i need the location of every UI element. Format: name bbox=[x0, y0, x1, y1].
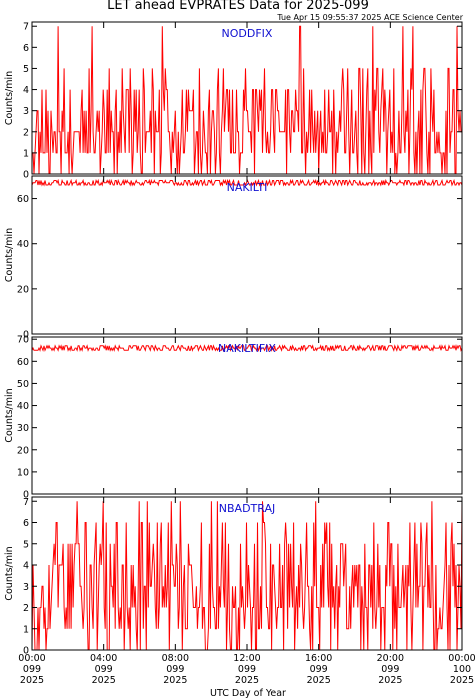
x-tick-label: 099 bbox=[381, 664, 399, 675]
y-tick-label: 0 bbox=[23, 330, 29, 341]
x-tick-label: 2025 bbox=[235, 675, 259, 686]
panel-nakiltifix: 0 10 20 30 40 50 60 70 Counts/min NAKILTIFIX bbox=[4, 335, 463, 501]
timestamp-label: Tue Apr 15 09:55:37 2025 ACE Science Cen… bbox=[276, 13, 463, 22]
x-tick-label: 099 bbox=[23, 664, 41, 675]
y-tick-label: 1 bbox=[23, 624, 29, 635]
series-label: NAKILTIFIX bbox=[218, 342, 276, 355]
x-tick-label: 099 bbox=[238, 664, 256, 675]
x-axis-title: UTC Day of Year bbox=[210, 688, 286, 699]
y-tick-label: 2 bbox=[23, 603, 29, 614]
x-tick-label: 2025 bbox=[307, 675, 331, 686]
x-tick-label: 099 bbox=[310, 664, 328, 675]
y-tick-label: 3 bbox=[23, 106, 29, 117]
y-axis-label: Counts/min bbox=[4, 228, 15, 282]
y-tick-label: 60 bbox=[17, 194, 29, 205]
x-tick-label: 2025 bbox=[450, 675, 474, 686]
x-tick-label: 20:00 bbox=[377, 653, 404, 664]
x-tick-label: 00:00 bbox=[18, 653, 45, 664]
y-axis-label: Counts/min bbox=[4, 546, 15, 600]
x-tick-label: 2025 bbox=[20, 675, 44, 686]
series-trace bbox=[31, 501, 463, 651]
y-tick-label: 10 bbox=[17, 467, 29, 478]
y-tick-label: 1 bbox=[23, 148, 29, 159]
x-tick-label: 2025 bbox=[163, 675, 187, 686]
y-tick-label: 6 bbox=[23, 518, 29, 529]
y-tick-label: 7 bbox=[23, 22, 29, 33]
series-trace bbox=[31, 344, 463, 352]
y-tick-label: 60 bbox=[17, 357, 29, 368]
series-label: NBADTRAJ bbox=[219, 502, 275, 515]
y-tick-label: 7 bbox=[23, 497, 29, 508]
panel-nakilti: 0 20 40 60 Counts/min NAKILTI bbox=[4, 175, 463, 341]
y-tick-label: 20 bbox=[17, 284, 29, 295]
y-tick-label: 4 bbox=[23, 85, 29, 96]
y-tick-label: 0 bbox=[23, 490, 29, 501]
y-tick-label: 5 bbox=[23, 64, 29, 75]
y-tick-label: 20 bbox=[17, 445, 29, 456]
x-tick-label: 2025 bbox=[92, 675, 116, 686]
y-tick-label: 40 bbox=[17, 401, 29, 412]
panels: 01234567Counts/minNODDFIX0204060Counts/m… bbox=[4, 21, 463, 657]
x-tick-label: 04:00 bbox=[90, 653, 117, 664]
y-tick-label: 40 bbox=[17, 239, 29, 250]
series-label: NAKILTI bbox=[227, 181, 268, 194]
plot-frame bbox=[31, 175, 463, 335]
x-tick-label: 00:00 bbox=[448, 653, 475, 664]
plot-frame bbox=[31, 336, 463, 495]
y-tick-label: 2 bbox=[23, 127, 29, 138]
series-trace bbox=[32, 25, 462, 175]
x-axis: 00:00099202504:00099202508:00099202512:0… bbox=[18, 653, 475, 686]
y-tick-label: 3 bbox=[23, 582, 29, 593]
x-tick-label: 099 bbox=[95, 664, 113, 675]
x-tick-label: 16:00 bbox=[305, 653, 332, 664]
x-tick-label: 08:00 bbox=[162, 653, 189, 664]
panel-noddfix: 0 1 2 3 4 5 6 7 Counts/min NODDFIX bbox=[4, 21, 463, 181]
x-tick-label: 12:00 bbox=[233, 653, 260, 664]
y-axis-label: Counts/min bbox=[4, 388, 15, 442]
x-tick-label: 099 bbox=[166, 664, 184, 675]
x-tick-label: 2025 bbox=[378, 675, 402, 686]
y-tick-label: 0 bbox=[23, 170, 29, 181]
chart-title: LET ahead EVPRATES Data for 2025-099 bbox=[107, 0, 369, 13]
panel-nbadtraj: 0 1 2 3 4 5 6 7 Counts/min NBADTRAJ bbox=[4, 496, 463, 657]
y-tick-label: 50 bbox=[17, 379, 29, 390]
y-tick-label: 4 bbox=[23, 561, 29, 572]
y-tick-label: 5 bbox=[23, 539, 29, 550]
x-tick-label: 100 bbox=[453, 664, 471, 675]
y-axis-label: Counts/min bbox=[4, 71, 15, 125]
y-tick-label: 6 bbox=[23, 43, 29, 54]
y-tick-label: 0 bbox=[23, 646, 29, 657]
y-tick-label: 30 bbox=[17, 423, 29, 434]
y-tick-label: 70 bbox=[17, 335, 29, 346]
series-label: NODDFIX bbox=[222, 27, 273, 40]
